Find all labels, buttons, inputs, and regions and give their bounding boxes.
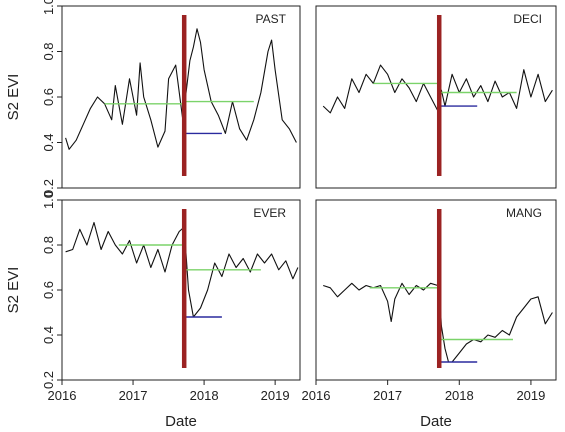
plot-frame [315, 199, 557, 381]
y-tick-label: 1.0 [41, 0, 56, 15]
x-tick-label: 2019 [516, 388, 545, 403]
panel-label: EVER [253, 206, 286, 220]
y-tick-label: 0.6 [41, 281, 56, 299]
panel-mang: 2016 2017 2018 2019 Date MANG [302, 199, 557, 430]
y-tick-label: 0.4 [41, 326, 56, 344]
panel-ever: 0.2 0.4 0.6 0.8 1.0 S2 EVI 2016 2017 2018 2019 Dat… [5, 191, 301, 430]
x-axis-label: Date [420, 413, 452, 430]
y-tick-label: 0.2 [41, 371, 56, 389]
evi-series-line [65, 28, 297, 150]
x-tick-label: 2018 [190, 388, 219, 403]
y-tick-label: 0.6 [41, 88, 56, 106]
panel-past: 0.2 0.4 0.6 0.8 1.0 S2 EVI PAST [5, 0, 301, 197]
y-tick-label: 1.0 [41, 191, 56, 209]
x-axis-label: Date [165, 413, 197, 430]
x-tick-label: 2016 [48, 388, 77, 403]
plot-frame [315, 5, 557, 189]
x-tick-label: 2018 [445, 388, 474, 403]
y-axis-label: S2 EVI [5, 267, 22, 314]
y-tick-label: 0.2 [41, 179, 56, 197]
y-tick-label: 0.4 [41, 133, 56, 151]
panel-label: MANG [506, 206, 542, 220]
y-tick-label: 0.8 [41, 236, 56, 254]
plot-frame [61, 199, 301, 381]
panel-label: DECI [513, 12, 542, 26]
x-tick-label: 2019 [261, 388, 290, 403]
x-tick-label: 2017 [373, 388, 402, 403]
x-tick-label: 2016 [302, 388, 331, 403]
x-tick-label: 2017 [119, 388, 148, 403]
y-tick-label: 0.8 [41, 42, 56, 60]
evi-series-line [65, 221, 299, 318]
panel-deci: DECI [315, 5, 557, 189]
y-axis-label: S2 EVI [5, 74, 22, 121]
panel-label: PAST [256, 12, 287, 26]
